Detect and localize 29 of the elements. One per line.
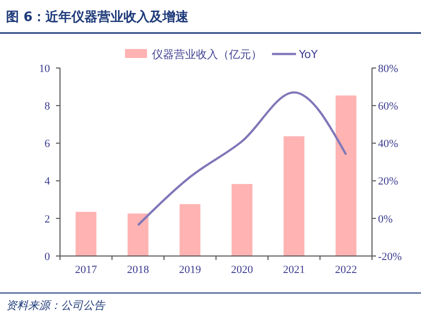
line-series (136, 91, 348, 226)
bar (180, 204, 200, 256)
y2-tick-label: 40% (378, 138, 398, 150)
bar (76, 212, 96, 256)
y-tick-label: 4 (44, 176, 50, 188)
x-tick-label: 2018 (127, 264, 150, 276)
y2-tick-label: 20% (378, 176, 398, 188)
legend-label: 仪器营业收入（亿元） (152, 48, 262, 61)
y-tick-label: 6 (44, 138, 50, 150)
y-tick-label: 2 (44, 213, 50, 226)
x-tick-label: 2017 (75, 264, 98, 276)
y2-tick-label: 80% (378, 62, 398, 75)
y-tick-label: 0 (44, 250, 50, 263)
y-tick-label: 10 (39, 62, 50, 75)
y2-tick-label: -20% (378, 250, 402, 263)
x-tick-label: 2021 (283, 264, 305, 276)
bar (336, 95, 356, 256)
y2-tick-label: 60% (378, 100, 398, 112)
bar (232, 184, 252, 256)
legend-label: YoY (298, 48, 318, 61)
text: 资料来源：公司公告 (6, 299, 106, 312)
x-tick-label: 2022 (335, 264, 357, 276)
x-tick-label: 2019 (179, 264, 202, 276)
y-tick-label: 8 (44, 100, 50, 112)
x-tick-label: 2020 (231, 264, 254, 276)
bar (128, 214, 148, 256)
chart-title: 图 6：近年仪器营业收入及增速 (6, 9, 190, 25)
bar (284, 136, 304, 256)
y2-tick-label: 0% (378, 213, 393, 226)
